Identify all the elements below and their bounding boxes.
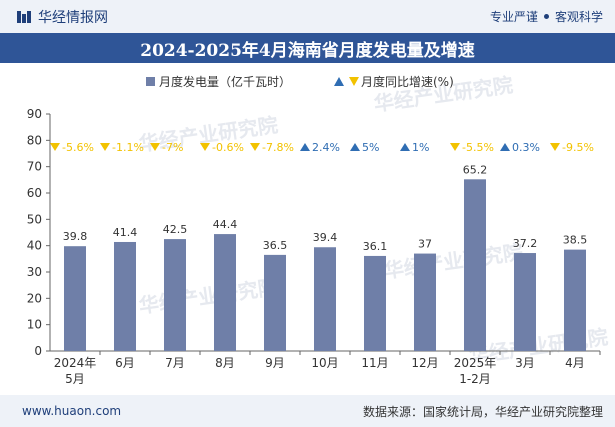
bar	[464, 179, 486, 351]
data-source: 数据来源：国家统计局，华经产业研究院整理	[362, 404, 603, 419]
chart-title-bar: 2024-2025年4月海南省月度发电量及增速	[0, 33, 615, 63]
watermark-text: 华经产业研究院	[137, 113, 279, 156]
y-tick-label: 70	[27, 160, 42, 174]
up-triangle-icon	[350, 143, 360, 151]
growth-rate-label: -5.6%	[62, 141, 94, 154]
chart-title: 2024-2025年4月海南省月度发电量及增速	[140, 40, 475, 61]
website-url[interactable]: www.huaon.com	[22, 404, 122, 418]
up-triangle-icon	[500, 143, 510, 151]
slogan-part-1: 专业严谨	[489, 10, 538, 24]
x-tick-label: 11月	[361, 356, 388, 370]
slogan: 专业严谨 客观科学	[490, 8, 603, 25]
down-triangle-icon	[50, 143, 60, 151]
y-tick-label: 40	[27, 239, 42, 253]
bar-value-label: 37.2	[513, 237, 538, 250]
x-tick-label: 6月	[115, 356, 135, 370]
huajing-logo-icon	[17, 10, 31, 23]
growth-rate-label: 1%	[412, 141, 429, 154]
growth-rate-label: -1.1%	[112, 141, 144, 154]
bar	[64, 246, 86, 351]
bar-value-label: 42.5	[163, 223, 188, 236]
y-tick-label: 60	[27, 186, 42, 200]
top-bar: 华经情报网 专业严谨 客观科学	[0, 0, 615, 33]
x-tick-label: 1-2月	[459, 372, 491, 386]
y-tick-label: 10	[27, 318, 42, 332]
slogan-part-2: 客观科学	[554, 10, 603, 24]
x-tick-label: 7月	[165, 356, 185, 370]
legend-label-generation: 月度发电量（亿千瓦时）	[159, 74, 291, 89]
growth-rate-label: -0.6%	[212, 141, 244, 154]
y-tick-label: 20	[27, 291, 42, 305]
growth-rate-label: -7%	[162, 141, 183, 154]
x-tick-label: 10月	[311, 356, 338, 370]
growth-rate-label: -5.5%	[462, 141, 494, 154]
down-triangle-icon	[200, 143, 210, 151]
growth-rate-label: -9.5%	[562, 141, 594, 154]
y-tick-label: 30	[27, 265, 42, 279]
bar	[164, 239, 186, 351]
x-tick-label: 5月	[65, 372, 85, 386]
down-triangle-icon	[550, 143, 560, 151]
bar-value-label: 36.1	[363, 240, 388, 253]
down-triangle-icon	[150, 143, 160, 151]
separator-dot-icon	[543, 14, 549, 19]
bar	[314, 247, 336, 351]
y-tick-label: 80	[27, 133, 42, 147]
footer: www.huaon.com 数据来源：国家统计局，华经产业研究院整理	[0, 395, 615, 427]
x-tick-label: 2025年	[454, 356, 497, 370]
down-triangle-icon	[250, 143, 260, 151]
down-triangle-icon	[100, 143, 110, 151]
x-tick-label: 3月	[515, 356, 535, 370]
legend-swatch-generation	[146, 77, 155, 86]
growth-rate-label: 0.3%	[512, 141, 540, 154]
bar-value-label: 39.8	[63, 230, 88, 243]
y-tick-label: 0	[34, 344, 42, 358]
bar	[364, 255, 386, 351]
watermark-text: 华经产业研究院	[137, 275, 279, 318]
down-triangle-icon	[450, 143, 460, 151]
growth-rate-label: -7.8%	[262, 141, 294, 154]
bar	[214, 234, 236, 351]
legend-down-triangle-icon	[349, 77, 359, 86]
legend-up-triangle-icon	[334, 77, 344, 86]
bar-value-label: 41.4	[113, 226, 138, 239]
growth-rate-label: 2.4%	[312, 141, 340, 154]
y-tick-label: 90	[27, 107, 42, 121]
growth-rate-label: 5%	[362, 141, 379, 154]
up-triangle-icon	[300, 143, 310, 151]
bar	[264, 254, 286, 351]
brand: 华经情报网	[16, 7, 108, 27]
bar-chart: 华经产业研究院华经产业研究院华经产业研究院华经产业研究院华经产业研究院01020…	[27, 73, 610, 386]
bar-value-label: 38.5	[563, 234, 588, 247]
bar-value-label: 44.4	[213, 218, 238, 231]
bar-value-label: 37	[418, 238, 432, 251]
x-tick-label: 8月	[215, 356, 235, 370]
bar-value-label: 36.5	[263, 239, 288, 252]
bar-value-label: 39.4	[313, 231, 338, 244]
bar-value-label: 65.2	[463, 163, 488, 176]
x-tick-label: 2024年	[54, 356, 97, 370]
x-tick-label: 9月	[265, 356, 285, 370]
brand-name: 华经情报网	[38, 9, 108, 26]
bar	[114, 241, 136, 351]
watermark-text: 华经产业研究院	[382, 240, 524, 283]
bar	[414, 253, 436, 351]
x-tick-label: 12月	[411, 356, 438, 370]
bar	[564, 249, 586, 351]
x-tick-label: 4月	[565, 356, 585, 370]
legend-label-growth: 月度同比增速(%)	[361, 74, 454, 89]
y-tick-label: 50	[27, 212, 42, 226]
up-triangle-icon	[400, 143, 410, 151]
bar	[514, 253, 536, 351]
